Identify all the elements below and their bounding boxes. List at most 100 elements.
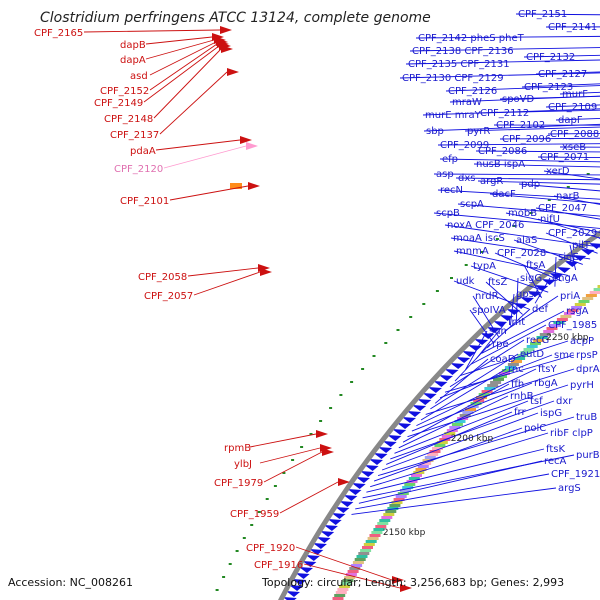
gene-label: ftsK [546, 444, 565, 455]
forward-gene-arrow [305, 555, 320, 561]
forward-gene-arrow [427, 387, 442, 393]
gene-label: CPF_2058 [138, 272, 187, 283]
right-leader-line [553, 195, 600, 205]
right-leader-line [477, 109, 600, 114]
gene-band-segment [400, 489, 411, 492]
right-leader-line [499, 137, 600, 140]
gene-band-segment [340, 582, 352, 585]
gene-band-segment [582, 297, 594, 300]
forward-gene-arrow [564, 261, 579, 267]
right-leader-line [481, 310, 565, 354]
gene-band-segment [358, 552, 370, 555]
gene-band-segment [526, 345, 538, 348]
map-title: Clostridium perfringens ATCC 13124, comp… [40, 10, 431, 26]
gene-label: priA [560, 291, 580, 302]
gene-label: CPF_2138 CPF_2136 [412, 46, 514, 57]
right-leader-line [433, 173, 600, 176]
right-leader-line [450, 237, 591, 260]
gene-label: CPF_2137 [110, 130, 159, 141]
gene-label: ffh [511, 379, 524, 390]
reverse-tick [409, 316, 413, 318]
right-leader-line [439, 158, 600, 163]
reverse-tick [309, 433, 313, 435]
gene-band-segment [493, 378, 504, 381]
forward-gene-arrow [327, 519, 342, 525]
gene-band-segment [593, 288, 600, 291]
right-leader-line [464, 126, 600, 132]
reverse-gene-arrow [316, 430, 328, 438]
forward-gene-arrow [417, 399, 432, 405]
right-leader-line [545, 232, 598, 254]
gene-label: CPF_2130 CPF_2129 [402, 73, 504, 84]
left-leader-line [145, 39, 215, 60]
gene-label: argR [480, 176, 503, 187]
left-leader-line [259, 447, 321, 464]
gene-label: scpB [436, 208, 460, 219]
gene-label: ftsA [526, 260, 545, 271]
right-leader-line [489, 193, 600, 204]
gene-band-segment [363, 543, 375, 546]
reverse-tick [257, 511, 261, 513]
gene-label: rnhB [510, 391, 534, 402]
reverse-tick [242, 537, 246, 539]
left-leader-line [193, 271, 261, 296]
gene-label: dapA [120, 55, 146, 66]
gene-band-segment [369, 534, 381, 537]
gene-label: nusB ispA [476, 159, 525, 170]
gene-label: CPF_2101 [120, 196, 169, 207]
right-leader-line [472, 295, 499, 337]
forward-gene-arrow [486, 327, 501, 333]
gene-label: CPF_2126 [448, 86, 497, 97]
reverse-tick [372, 355, 376, 357]
forward-gene-arrow [292, 579, 307, 585]
gene-label: CPF_1959 [230, 509, 279, 520]
reverse-tick [422, 303, 426, 305]
kbp-label: 2200 kbp [451, 434, 494, 444]
gene-band-segment [553, 321, 565, 324]
gene-band-segment [424, 456, 436, 459]
gene-band-segment [487, 384, 499, 387]
forward-gene-arrow [289, 585, 304, 591]
right-leader-line [370, 432, 549, 488]
forward-gene-arrow [402, 417, 416, 423]
gene-band-segment [420, 462, 432, 465]
gene-label: moaA iscS [453, 233, 505, 244]
gene-label: rpe [492, 339, 509, 350]
gene-band-segment [354, 558, 366, 561]
gene-band-segment [533, 339, 545, 342]
gene-label: xerD [546, 166, 570, 177]
forward-gene-arrow [549, 273, 563, 279]
right-leader-line [415, 35, 600, 39]
gene-band-segment [530, 342, 541, 345]
gene-label: dapB [120, 40, 146, 51]
gene-label: ylbJ [234, 459, 252, 470]
left-leader-line [249, 433, 317, 448]
right-leader-line [537, 156, 600, 158]
gene-band-segment [511, 360, 522, 363]
gene-band-segment [408, 477, 420, 480]
gene-label: CPF_2120 [114, 164, 163, 175]
gene-label: pilT [572, 240, 591, 251]
right-leader-line [433, 212, 600, 229]
forward-gene-arrow [468, 345, 482, 351]
reverse-tick [222, 576, 226, 578]
right-leader-line [449, 95, 600, 103]
reverse-tick [495, 238, 499, 240]
forward-gene-arrow [309, 549, 324, 555]
reverse-tick [300, 446, 304, 448]
gene-band-segment [379, 519, 391, 522]
left-leader-line [155, 139, 241, 151]
forward-gene-arrow [295, 573, 310, 579]
genome-backbone [278, 230, 600, 600]
forward-gene-arrow [320, 531, 335, 537]
gene-band-segment [496, 375, 507, 378]
forward-gene-arrow [407, 411, 421, 417]
right-leader-line [535, 207, 600, 220]
right-leader-line [569, 244, 577, 271]
gene-label: CPF_2141 [548, 22, 597, 33]
left-leader-line [163, 145, 247, 169]
forward-gene-arrow [369, 459, 383, 465]
reverse-gene-arrow [392, 576, 404, 584]
reverse-gene-arrow [322, 448, 334, 456]
